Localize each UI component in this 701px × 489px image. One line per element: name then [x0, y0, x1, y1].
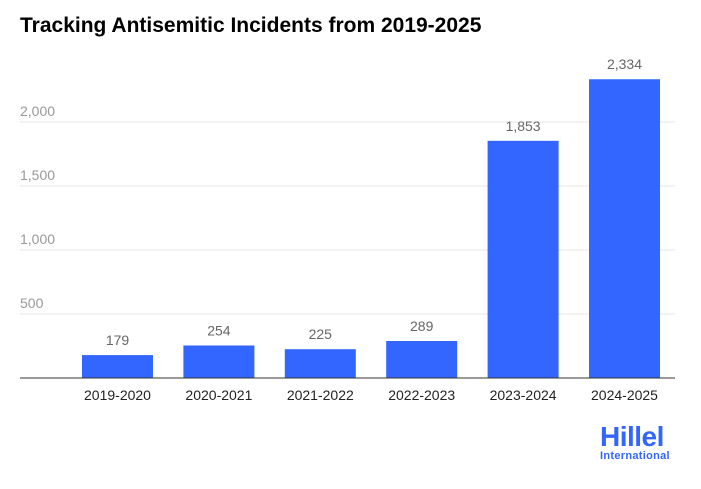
bar — [82, 355, 153, 378]
chart-title: Tracking Antisemitic Incidents from 2019… — [20, 14, 482, 37]
bar — [487, 140, 559, 378]
bar — [589, 79, 660, 379]
x-tick-label: 2022-2023 — [388, 387, 455, 403]
y-tick-label: 1,500 — [20, 167, 55, 183]
y-tick-label: 2,000 — [20, 103, 55, 119]
logo-subtitle: International — [600, 450, 670, 462]
bar — [183, 345, 255, 378]
x-tick-label: 2024-2025 — [591, 387, 658, 403]
y-tick-label: 500 — [20, 295, 44, 311]
x-tick-label: 2021-2022 — [287, 387, 354, 403]
x-tick-label: 2023-2024 — [490, 387, 557, 403]
data-label: 254 — [207, 322, 231, 338]
y-tick-label: 1,000 — [20, 231, 55, 247]
hillel-logo: Hillel International — [600, 421, 670, 463]
data-label: 179 — [106, 332, 130, 348]
bar — [284, 349, 356, 378]
logo-name: Hillel — [600, 421, 664, 452]
data-label: 1,853 — [506, 118, 541, 134]
bar — [386, 341, 458, 378]
x-tick-label: 2020-2021 — [185, 387, 252, 403]
data-label: 225 — [309, 326, 333, 342]
x-tick-label: 2019-2020 — [84, 387, 151, 403]
data-label: 2,334 — [607, 56, 642, 72]
data-label: 289 — [410, 318, 434, 334]
